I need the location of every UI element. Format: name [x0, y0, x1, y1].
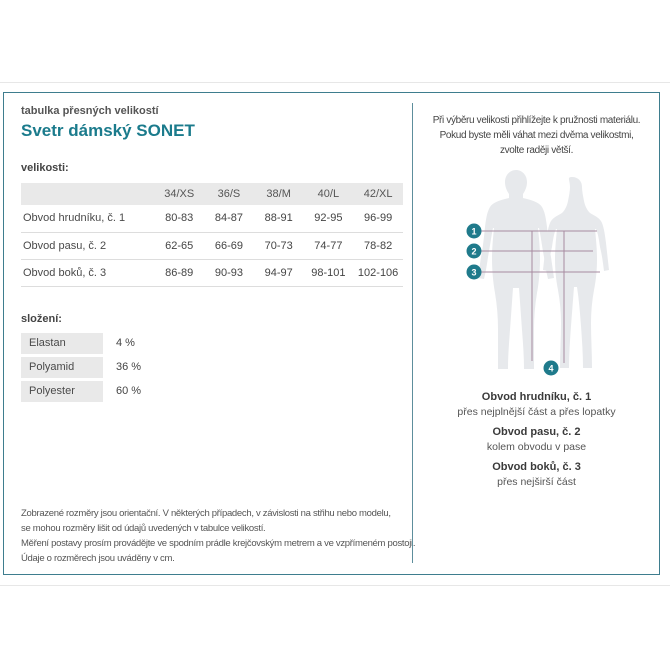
bottom-separator-line	[0, 585, 670, 586]
legend-item-waist: Obvod pasu, č. 2 kolem obvodu v pase	[413, 425, 659, 455]
badge-1: 1	[466, 223, 482, 239]
material-name: Polyester	[21, 381, 103, 402]
disclaimer-line: Údaje o rozměrech jsou uváděny v cm.	[21, 553, 175, 564]
size-value: 66-69	[204, 232, 254, 260]
size-value: 88-91	[253, 205, 304, 233]
svg-text:2: 2	[471, 247, 476, 257]
size-value: 96-99	[353, 205, 403, 233]
size-value: 92-95	[303, 205, 354, 233]
chart-subtitle: tabulka přesných velikostí	[21, 105, 159, 117]
legend-item-chest: Obvod hrudníku, č. 1 přes nejplnější čás…	[413, 390, 659, 420]
composition-table: Elastan 4 % Polyamid 36 % Polyester 60 %	[21, 333, 221, 405]
legend-title: Obvod pasu, č. 2	[492, 426, 581, 438]
badge-3: 3	[466, 264, 482, 280]
size-value: 80-83	[154, 205, 205, 233]
advice-line: Pokud byste měli váhat mezi dvěma veliko…	[439, 130, 634, 141]
size-value: 94-97	[253, 259, 304, 287]
size-value: 62-65	[154, 232, 205, 260]
top-separator-line	[0, 82, 670, 83]
size-advice-text: Při výběru velikosti přihlížejte k pružn…	[413, 113, 659, 158]
size-column-header: 42/XL	[353, 183, 403, 205]
row-label: Obvod pasu, č. 2	[21, 232, 155, 260]
size-column-header: 38/M	[253, 183, 304, 205]
composition-row: Polyester 60 %	[21, 381, 221, 402]
material-percentage: 36 %	[116, 361, 142, 373]
disclaimer-line: Měření postavy prosím provádějte ve spod…	[21, 538, 416, 549]
badge-2: 2	[466, 243, 482, 259]
svg-text:1: 1	[471, 227, 476, 237]
legend-description: přes nejplnější část a přes lopatky	[457, 406, 616, 418]
size-value: 86-89	[154, 259, 205, 287]
legend-item-hips: Obvod boků, č. 3 přes nejširší část	[413, 460, 659, 490]
disclaimer-line: Zobrazené rozměry jsou orientační. V něk…	[21, 508, 391, 519]
material-name: Elastan	[21, 333, 103, 354]
svg-text:4: 4	[548, 364, 553, 374]
row-label: Obvod boků, č. 3	[21, 259, 155, 287]
composition-row: Polyamid 36 %	[21, 357, 221, 378]
disclaimer-line: se mohou rozměry lišit od údajů uvedenýc…	[21, 523, 266, 534]
size-value: 70-73	[253, 232, 304, 260]
composition-row: Elastan 4 %	[21, 333, 221, 354]
size-column-header: 36/S	[204, 183, 254, 205]
disclaimer-text: Zobrazené rozměry jsou orientační. V něk…	[21, 506, 416, 566]
size-table-corner-cell	[21, 183, 155, 205]
legend-description: přes nejširší část	[497, 476, 576, 488]
size-value: 74-77	[303, 232, 354, 260]
material-percentage: 4 %	[116, 337, 135, 349]
size-table-header-row: 34/XS 36/S 38/M 40/L 42/XL	[21, 183, 403, 205]
size-value: 90-93	[204, 259, 254, 287]
composition-section-label: složení:	[21, 313, 62, 325]
size-value: 78-82	[353, 232, 403, 260]
legend-description: kolem obvodu v pase	[486, 441, 587, 453]
advice-line: Při výběru velikosti přihlížejte k pružn…	[432, 115, 641, 126]
size-column-header: 40/L	[303, 183, 354, 205]
table-row-chest: Obvod hrudníku, č. 1 80-83 84-87 88-91 9…	[21, 205, 403, 233]
svg-text:3: 3	[471, 268, 476, 278]
material-percentage: 60 %	[116, 385, 142, 397]
size-table: 34/XS 36/S 38/M 40/L 42/XL Obvod hrudník…	[21, 183, 403, 287]
table-row-hips: Obvod boků, č. 3 86-89 90-93 94-97 98-10…	[21, 259, 403, 287]
size-value: 102-106	[353, 259, 403, 287]
material-name: Polyamid	[21, 357, 103, 378]
size-value: 84-87	[204, 205, 254, 233]
vertical-divider	[412, 103, 413, 563]
size-value: 98-101	[303, 259, 354, 287]
row-label: Obvod hrudníku, č. 1	[21, 205, 155, 233]
size-chart-panel: tabulka přesných velikostí Svetr dámský …	[3, 92, 660, 575]
advice-line: zvolte raději větší.	[499, 145, 574, 156]
table-row-waist: Obvod pasu, č. 2 62-65 66-69 70-73 74-77…	[21, 232, 403, 260]
male-silhouette	[478, 170, 554, 369]
legend-title: Obvod boků, č. 3	[492, 461, 581, 473]
sizes-section-label: velikosti:	[21, 162, 69, 174]
badge-4: 4	[543, 360, 559, 376]
product-title: Svetr dámský SONET	[21, 121, 195, 140]
legend-title: Obvod hrudníku, č. 1	[481, 391, 592, 403]
size-column-header: 34/XS	[154, 183, 205, 205]
measurement-legend: Obvod hrudníku, č. 1 přes nejplnější čás…	[413, 390, 659, 495]
body-measurement-diagram: 1 2 3 4	[466, 170, 609, 376]
